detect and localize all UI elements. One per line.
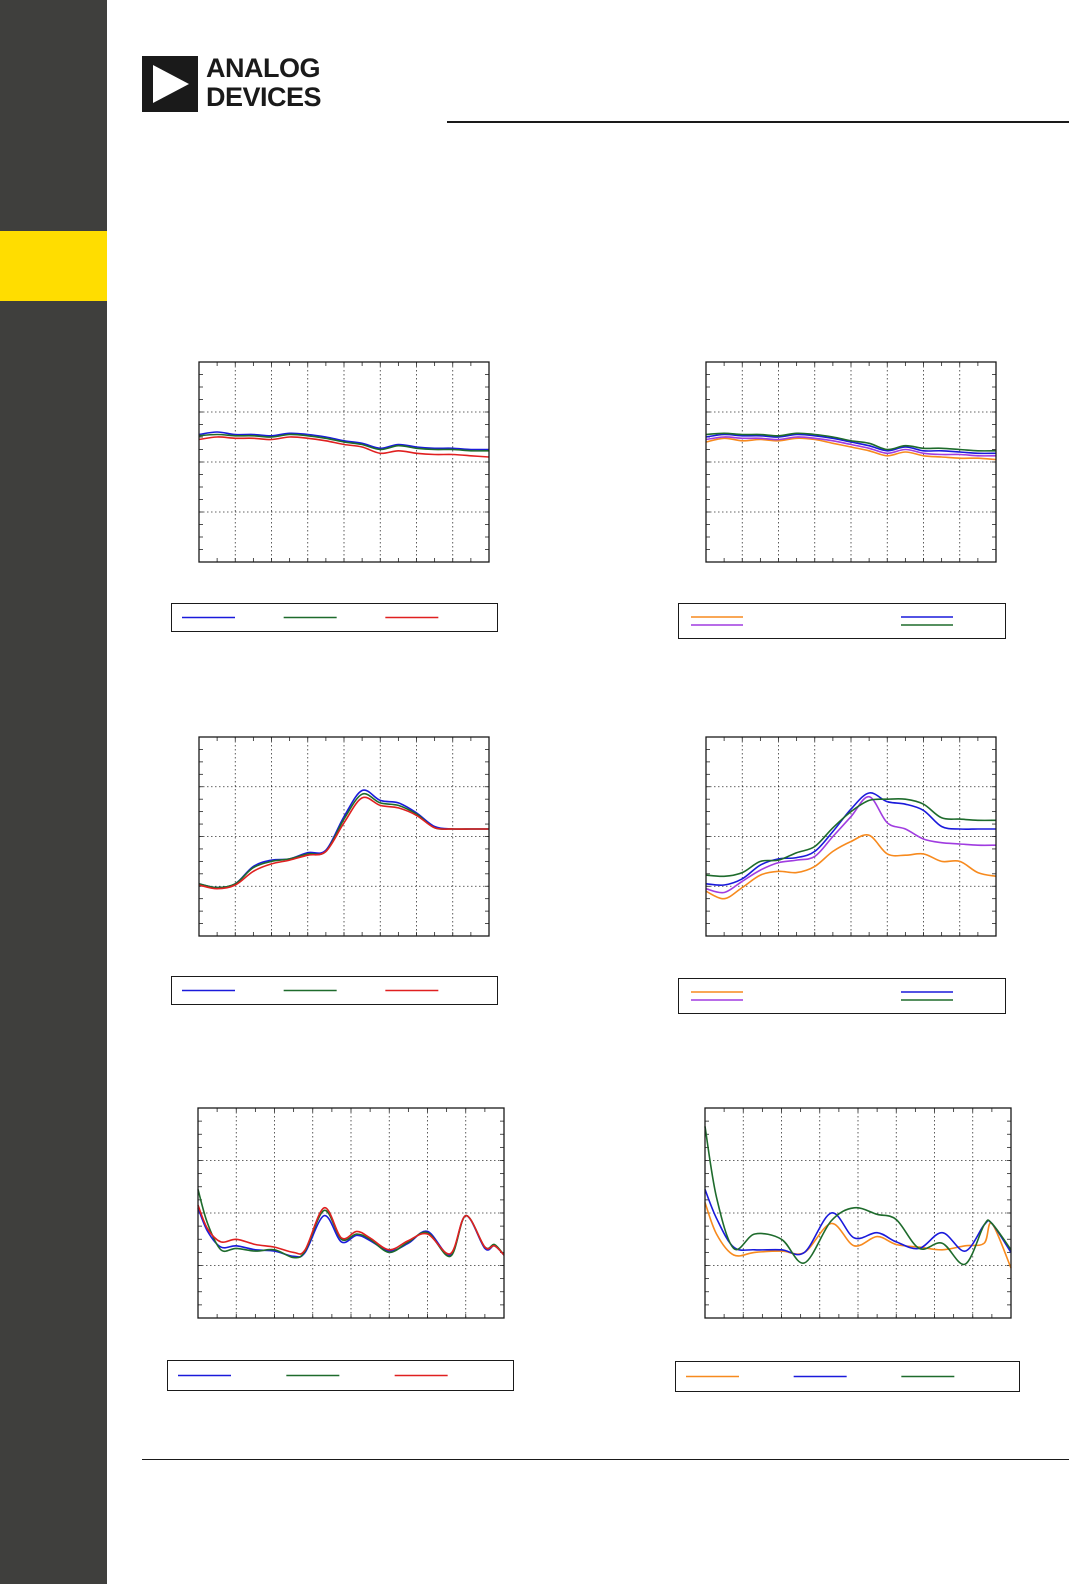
legend-swatches xyxy=(182,616,439,619)
legend-4 xyxy=(678,978,1006,1014)
plot-frame xyxy=(197,1107,505,1319)
series-line-orange xyxy=(705,834,997,900)
series-line-orange xyxy=(705,437,997,461)
plot-3 xyxy=(198,736,490,937)
series-line-blue xyxy=(198,431,490,451)
series-line-purple xyxy=(705,795,997,894)
plot-frame xyxy=(198,736,490,937)
plot-frame xyxy=(198,361,490,563)
legend-swatches xyxy=(178,1374,448,1377)
legend-swatches xyxy=(691,991,953,1001)
logo-triangle-icon xyxy=(142,56,198,112)
plot-frame xyxy=(705,361,997,563)
series-line-red xyxy=(198,796,489,890)
section-tab xyxy=(0,231,107,301)
series-line-green xyxy=(198,433,490,452)
legend-swatches xyxy=(686,1375,955,1378)
analog-devices-logo: ANALOG DEVICES xyxy=(142,53,352,116)
legend-swatches xyxy=(691,616,953,626)
legend-2 xyxy=(678,603,1006,639)
plot-6 xyxy=(704,1107,1012,1319)
plot-2 xyxy=(705,361,997,563)
legend-swatches xyxy=(182,989,439,992)
plot-4 xyxy=(705,736,997,937)
series-line-blue xyxy=(704,1189,1012,1256)
plot-5 xyxy=(197,1107,505,1319)
plot-frame xyxy=(704,1107,1012,1319)
plot-1 xyxy=(198,361,490,563)
logo-line-1: ANALOG xyxy=(206,53,321,83)
series-line-blue xyxy=(705,433,997,455)
legend-6 xyxy=(675,1361,1020,1392)
series-line-green xyxy=(704,1126,1012,1266)
series-line-red xyxy=(198,436,490,458)
series-line-purple xyxy=(705,436,997,457)
series-line-blue xyxy=(198,789,489,889)
series-line-blue xyxy=(705,792,996,886)
header-rule xyxy=(447,121,1069,123)
legend-3 xyxy=(171,976,498,1005)
series-line-green xyxy=(705,432,997,452)
plot-frame xyxy=(705,736,997,937)
footer-rule xyxy=(142,1459,1069,1460)
series-line-red xyxy=(197,1204,505,1256)
logo-wordmark: ANALOG DEVICES xyxy=(206,53,322,112)
logo-line-2: DEVICES xyxy=(206,82,322,112)
series-line-green xyxy=(705,797,997,878)
legend-5 xyxy=(167,1360,514,1391)
legend-1 xyxy=(171,603,498,632)
